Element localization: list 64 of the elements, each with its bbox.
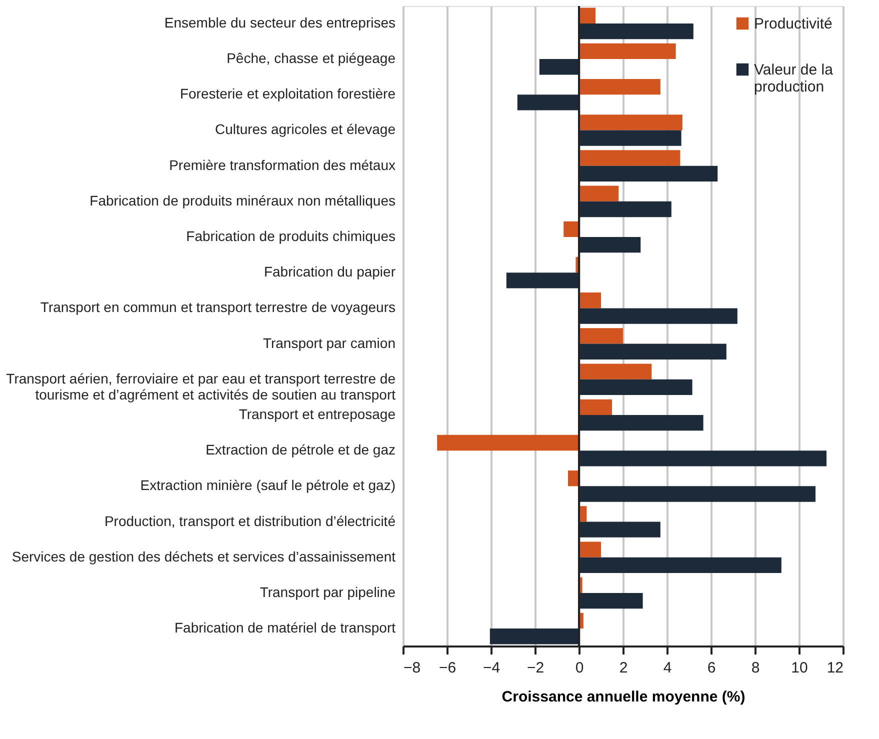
y-tick-label: Fabrication de produits chimiques (186, 228, 396, 244)
y-tick-label: Services de gestion des déchets et services d’assainissement (12, 548, 396, 564)
y-tick-label: Transport par camion (262, 334, 396, 351)
y-tick-label: Pêche, chasse et piégeage (226, 50, 396, 66)
y-tick-label: Première transformation des métaux (169, 156, 396, 173)
bar (579, 186, 619, 202)
bar (579, 8, 596, 24)
bar (579, 292, 601, 308)
y-tick-label: Transport et entreposage (238, 406, 396, 422)
bar (579, 166, 718, 182)
bar (579, 486, 816, 502)
bar (579, 130, 682, 146)
bar (517, 94, 579, 110)
legend-label: Productivité (754, 16, 832, 32)
bar (579, 308, 738, 324)
legend-label: Valeur de la production (754, 62, 834, 96)
y-tick-label: Cultures agricoles et élevage (214, 121, 396, 138)
bar (579, 522, 660, 538)
x-tick-label: 8 (751, 660, 760, 676)
bar (579, 414, 704, 431)
bar (579, 592, 643, 609)
y-tick-label: Production, transport et distribution d’électricité (104, 512, 396, 529)
bar (579, 364, 652, 380)
y-tick-label: Transport en commun et transport terrestre de voyageurs (40, 299, 396, 316)
x-tick-label: 10 (791, 660, 808, 676)
x-tick-label: −6 (438, 660, 456, 676)
bar (579, 237, 641, 253)
bar (579, 344, 726, 360)
y-tick-label: Transport par pipeline (260, 584, 396, 600)
bar (506, 272, 579, 288)
y-tick-label: Fabrication du papier (264, 264, 396, 280)
y-tick-label: Transport aérien, ferroviaire et par eau et transport terrestre de tourisme et d’agrément et activités de soutien au transport (6, 370, 396, 402)
y-tick-label: Fabrication de produits minéraux non métalliques (90, 192, 396, 208)
bar (568, 470, 579, 486)
y-tick-label: Extraction de pétrole et de gaz (206, 442, 396, 458)
bar (579, 328, 623, 344)
bar (579, 201, 672, 218)
x-tick-label: 2 (619, 660, 628, 676)
x-tick-label: −8 (404, 660, 421, 676)
x-tick-label: −4 (482, 660, 500, 676)
y-tick-label: Extraction minière (sauf le pétrole et gaz) (140, 477, 396, 494)
bar (579, 557, 782, 574)
bar (579, 150, 680, 166)
x-tick-label: 6 (707, 660, 716, 676)
bar (579, 78, 660, 95)
bar (579, 379, 692, 396)
bar (539, 59, 579, 75)
bar (579, 399, 612, 415)
bar (579, 23, 694, 40)
bar (579, 542, 601, 558)
bar (579, 114, 682, 130)
y-tick-label: Fabrication de matériel de transport (174, 620, 396, 636)
x-tick-label: 0 (575, 660, 584, 676)
x-axis-title: Croissance annuelle moyenne (%) (502, 688, 746, 706)
bar (579, 450, 826, 466)
x-tick-label: 12 (826, 660, 844, 676)
y-tick-label: Ensemble du secteur des entreprises (164, 14, 396, 30)
bar (579, 43, 676, 60)
bar (564, 221, 579, 238)
x-tick-label: −2 (526, 660, 544, 676)
x-tick-label: 4 (663, 660, 672, 676)
y-tick-label: Foresterie et exploitation forestière (180, 86, 396, 102)
bar (490, 628, 579, 644)
bar (437, 434, 579, 451)
